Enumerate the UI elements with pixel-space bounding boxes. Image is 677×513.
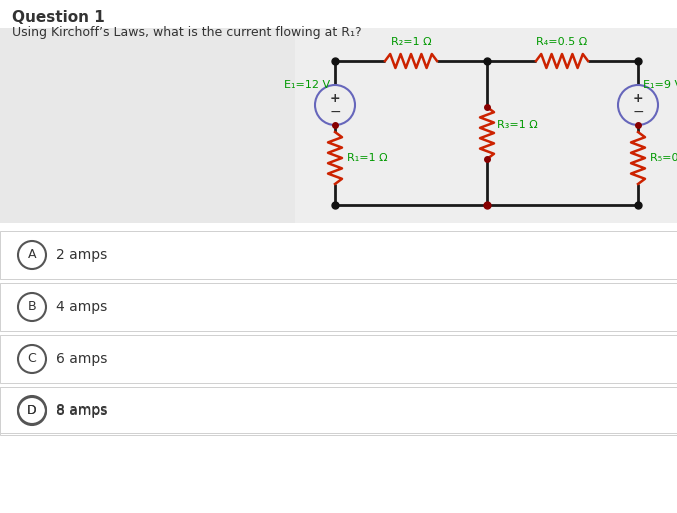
Text: 8 amps: 8 amps	[56, 404, 108, 418]
Text: B: B	[28, 301, 37, 313]
Text: E₁=12 V: E₁=12 V	[284, 80, 330, 90]
Text: R₃=1 Ω: R₃=1 Ω	[497, 120, 538, 130]
Text: +: +	[330, 92, 341, 106]
Text: R₅=0.5 Ω: R₅=0.5 Ω	[650, 153, 677, 163]
Text: −: −	[329, 105, 341, 119]
Bar	[0, 387, 677, 435]
Bar	[295, 28, 677, 223]
Text: R₄=0.5 Ω: R₄=0.5 Ω	[536, 37, 588, 47]
Text: 4 amps: 4 amps	[56, 300, 107, 314]
Text: D: D	[27, 404, 37, 417]
Bar	[0, 387, 677, 433]
Bar	[0, 28, 295, 223]
Text: A: A	[28, 248, 37, 262]
Bar	[0, 283, 677, 331]
Text: 8 amps: 8 amps	[56, 403, 108, 417]
Text: 6 amps: 6 amps	[56, 352, 108, 366]
Text: Question 1: Question 1	[12, 10, 105, 25]
Text: +: +	[633, 92, 643, 106]
Text: R₂=1 Ω: R₂=1 Ω	[391, 37, 431, 47]
Text: C: C	[28, 352, 37, 365]
Text: Using Kirchoff’s Laws, what is the current flowing at R₁?: Using Kirchoff’s Laws, what is the curre…	[12, 26, 362, 39]
Bar	[0, 335, 677, 383]
Text: D: D	[27, 404, 37, 418]
Bar	[0, 231, 677, 279]
Text: −: −	[632, 105, 644, 119]
Text: 2 amps: 2 amps	[56, 248, 107, 262]
Text: E₁=9 V: E₁=9 V	[643, 80, 677, 90]
Text: R₁=1 Ω: R₁=1 Ω	[347, 153, 388, 163]
